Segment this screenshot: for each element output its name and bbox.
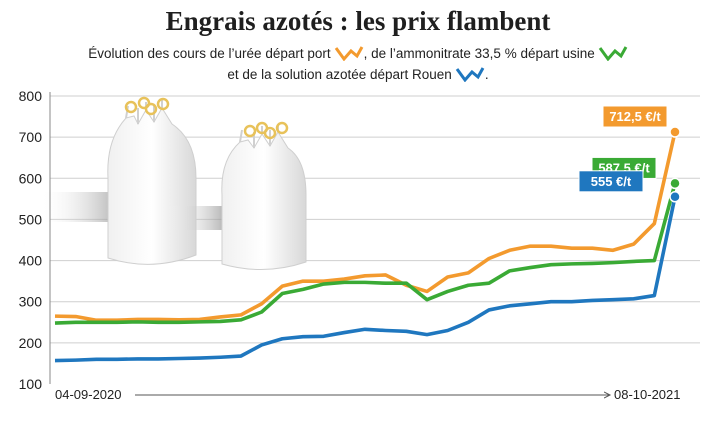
value-label-solution: 555 €/t: [591, 174, 632, 189]
y-tick-label: 300: [19, 294, 43, 310]
x-end-label: 08-10-2021: [614, 387, 681, 402]
uree-legend-icon: [334, 46, 363, 61]
series-line-uree: [54, 131, 677, 323]
y-tick-label: 700: [19, 129, 43, 145]
x-start-label: 04-09-2020: [55, 387, 122, 402]
y-tick-label: 600: [19, 170, 43, 186]
y-tick-label: 500: [19, 211, 43, 227]
end-point-ammonitrate: [669, 177, 681, 190]
ammonitrate-legend-icon: [598, 46, 628, 61]
value-label-uree: 712,5 €/t: [609, 109, 661, 124]
fertilizer-bag-illustration: [40, 96, 307, 270]
series-line-ammonitrate: [54, 182, 677, 325]
chart-title: Engrais azotés : les prix flambent: [165, 6, 551, 36]
y-tick-label: 800: [19, 88, 43, 104]
y-tick-label: 400: [19, 253, 43, 269]
value-label-box-solution: [578, 170, 644, 193]
end-point-solution: [669, 191, 681, 203]
solution-legend-icon: [455, 67, 485, 82]
y-tick-label: 100: [19, 376, 43, 392]
chart-subtitle: Évolution des cours de l’urée départ por…: [0, 43, 716, 85]
value-label-box-uree: [602, 105, 668, 128]
end-point-uree: [669, 126, 681, 138]
y-tick-label: 200: [19, 335, 43, 351]
subtitle-part-uree: Évolution des cours de l’urée départ por…: [88, 46, 331, 61]
subtitle-part-solution: et de la solution azotée départ Rouen: [227, 67, 452, 82]
subtitle-part-ammonitrate: , de l’ammonitrate 33,5 % départ usine: [363, 46, 595, 61]
series-line-solution: [54, 196, 677, 363]
